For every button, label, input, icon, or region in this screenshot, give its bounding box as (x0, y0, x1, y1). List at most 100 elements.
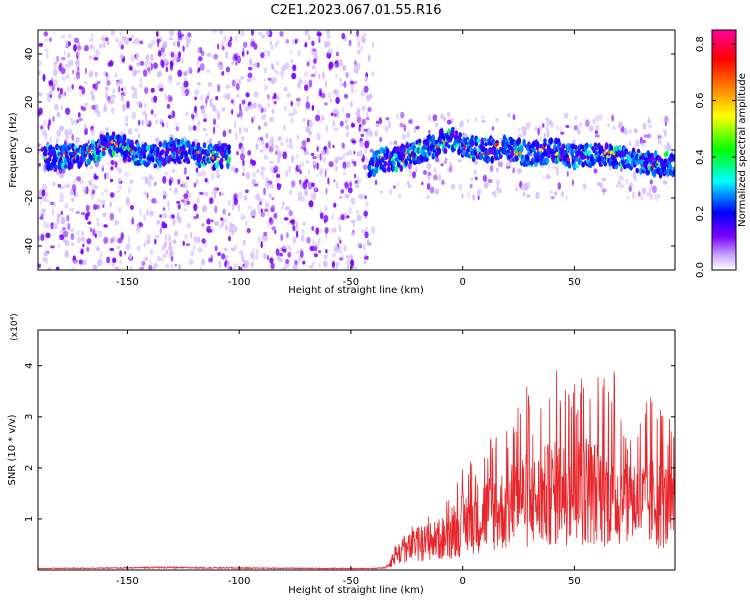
noise-blob (234, 167, 239, 173)
noise-blob (136, 100, 142, 107)
noise-blob (269, 166, 275, 174)
noise-blob (236, 151, 240, 156)
noise-blob (100, 192, 105, 196)
noise-blob (146, 234, 151, 240)
noise-blob (271, 142, 274, 148)
noise-blob (40, 233, 45, 241)
noise-blob (341, 142, 345, 149)
noise-blob (363, 85, 369, 93)
noise-blob (182, 240, 185, 246)
noise-blob (43, 31, 48, 37)
noise-blob (546, 120, 551, 127)
noise-blob (335, 73, 339, 78)
noise-blob (121, 87, 124, 92)
noise-blob (223, 217, 228, 224)
noise-blob (271, 226, 277, 231)
noise-blob (269, 160, 274, 164)
noise-blob (270, 262, 275, 270)
noise-blob (188, 125, 192, 132)
noise-blob (315, 173, 319, 177)
noise-blob (97, 199, 101, 203)
noise-blob (594, 134, 600, 138)
ridge-blob (620, 156, 625, 161)
noise-blob (221, 71, 225, 76)
noise-blob (286, 93, 292, 98)
noise-blob (364, 75, 368, 83)
noise-blob (306, 160, 309, 164)
noise-blob (202, 127, 207, 132)
noise-blob (267, 77, 272, 81)
noise-blob (319, 228, 323, 234)
noise-blob (221, 219, 225, 227)
noise-blob (84, 67, 87, 75)
noise-blob (563, 112, 569, 119)
noise-blob (648, 187, 652, 194)
noise-blob (197, 120, 201, 127)
noise-blob (339, 78, 342, 83)
noise-blob (535, 191, 540, 199)
ridge-blob (382, 168, 386, 173)
noise-blob (496, 179, 500, 188)
noise-blob (255, 143, 259, 151)
noise-blob (184, 111, 189, 117)
noise-blob (265, 132, 269, 140)
noise-blob (191, 111, 195, 116)
noise-blob (327, 177, 330, 185)
noise-blob (103, 224, 108, 228)
noise-blob (129, 265, 133, 270)
noise-blob (292, 236, 296, 244)
x-tick-label: -150 (116, 576, 139, 587)
noise-blob (143, 103, 148, 108)
noise-blob (249, 158, 253, 164)
noise-blob (344, 72, 350, 78)
ridge-blob (63, 164, 68, 169)
noise-blob (145, 53, 150, 62)
noise-blob (232, 53, 238, 62)
noise-blob (307, 169, 311, 175)
noise-blob (126, 100, 130, 109)
noise-blob (522, 192, 526, 197)
noise-blob (263, 83, 267, 91)
noise-blob (257, 235, 261, 243)
noise-blob (555, 165, 559, 174)
noise-blob (282, 266, 287, 270)
noise-blob (397, 193, 402, 199)
noise-blob (242, 41, 248, 48)
noise-blob (385, 129, 388, 134)
noise-blob (88, 179, 92, 187)
noise-blob (209, 197, 214, 205)
noise-blob (345, 131, 350, 138)
noise-blob (177, 203, 181, 210)
ridge-blob (515, 155, 519, 162)
noise-blob (146, 238, 151, 245)
noise-blob (347, 187, 353, 194)
noise-blob (82, 186, 87, 194)
noise-blob (219, 224, 222, 229)
noise-blob (179, 33, 185, 38)
noise-blob (236, 55, 241, 64)
noise-blob (292, 64, 297, 72)
noise-blob (321, 149, 326, 156)
noise-blob (308, 200, 314, 208)
noise-blob (172, 41, 176, 47)
noise-blob (172, 239, 177, 245)
noise-blob (119, 157, 122, 165)
noise-blob (363, 128, 368, 132)
noise-blob (601, 188, 607, 193)
noise-blob (426, 162, 432, 170)
noise-blob (641, 187, 647, 195)
noise-blob (84, 80, 88, 85)
noise-blob (365, 171, 368, 180)
noise-blob (279, 252, 283, 257)
noise-blob (330, 112, 334, 117)
noise-blob (342, 161, 347, 169)
noise-blob (154, 234, 160, 239)
noise-blob (319, 153, 322, 161)
noise-blob (105, 127, 110, 131)
noise-blob (578, 122, 583, 128)
noise-blob (252, 171, 257, 178)
noise-blob (91, 94, 96, 101)
noise-blob (359, 123, 362, 128)
noise-blob (595, 124, 600, 132)
noise-blob (560, 131, 565, 135)
